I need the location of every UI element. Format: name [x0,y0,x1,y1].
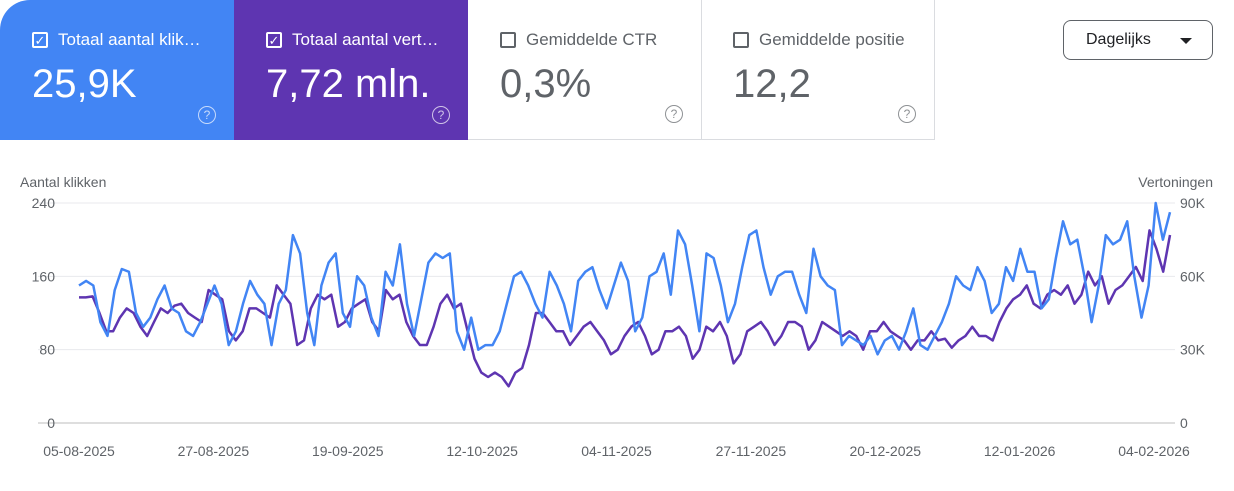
right-tick-label: 30K [1180,342,1206,358]
x-tick-label: 27-08-2025 [178,443,250,459]
checkbox-checked-icon[interactable]: ✓ [32,32,48,48]
checkbox-unchecked-icon[interactable] [500,32,516,48]
help-icon[interactable]: ? [898,105,916,123]
x-tick-label: 04-11-2025 [581,443,652,459]
metric-value: 12,2 [733,62,811,106]
metric-card-position[interactable]: Gemiddelde positie 12,2 ? [701,0,935,140]
checkbox-checked-icon[interactable]: ✓ [266,32,282,48]
left-axis-label: Aantal klikken [20,174,106,190]
left-tick-label: 160 [32,268,56,284]
metric-value: 7,72 mln. [266,62,431,106]
metric-card-impressions[interactable]: ✓ Totaal aantal vert… 7,72 mln. ? [234,0,468,140]
metric-value: 0,3% [500,62,592,106]
x-tick-label: 12-10-2025 [446,443,518,459]
series-line-clicks [78,201,1172,356]
left-tick-label: 80 [39,342,55,358]
metric-label: Gemiddelde CTR [526,30,658,49]
x-tick-label: 27-11-2025 [716,443,787,459]
right-tick-label: 0 [1180,415,1188,431]
right-tick-label: 60K [1180,268,1206,284]
metric-card-ctr[interactable]: Gemiddelde CTR 0,3% ? [468,0,702,140]
x-tick-label: 19-09-2025 [312,443,384,459]
x-tick-label: 20-12-2025 [849,443,921,459]
series-line-impressions [79,229,1172,388]
metric-label: Totaal aantal vert… [292,30,439,49]
help-icon[interactable]: ? [432,106,450,124]
granularity-dropdown[interactable]: Dagelijks [1063,20,1213,60]
x-tick-label: 12-01-2026 [984,443,1056,459]
metric-label: Totaal aantal klik… [58,30,201,49]
right-tick-label: 90K [1180,195,1206,211]
right-axis-label: Vertoningen [1138,174,1213,190]
left-tick-label: 0 [47,415,55,431]
x-tick-label: 04-02-2026 [1118,443,1190,459]
metric-card-clicks[interactable]: ✓ Totaal aantal klik… 25,9K ? [0,0,234,140]
help-icon[interactable]: ? [198,106,216,124]
metric-value: 25,9K [32,62,137,106]
left-tick-label: 240 [32,195,56,211]
caret-down-icon [1180,38,1192,44]
metric-label: Gemiddelde positie [759,30,905,49]
dropdown-value: Dagelijks [1086,31,1151,48]
help-icon[interactable]: ? [665,105,683,123]
x-tick-label: 05-08-2025 [43,443,115,459]
checkbox-unchecked-icon[interactable] [733,32,749,48]
